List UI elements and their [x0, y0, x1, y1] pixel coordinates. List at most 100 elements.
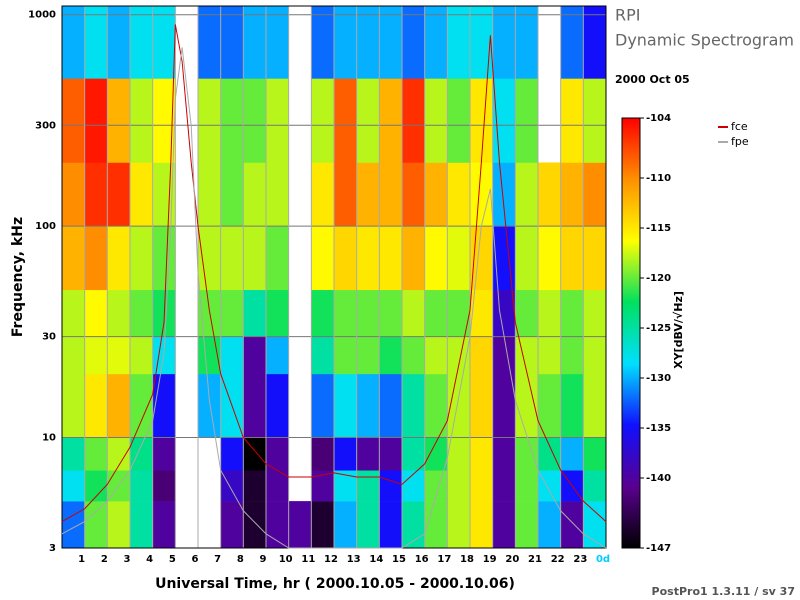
- x-tick-label: 22: [551, 554, 565, 565]
- heatmap-cell: [402, 226, 425, 291]
- heatmap-cell: [424, 162, 448, 227]
- x-tick-label: 0d: [596, 554, 610, 565]
- x-tick-label: 8: [237, 554, 244, 565]
- heatmap-cell: [62, 437, 85, 471]
- heatmap-cell: [220, 470, 244, 502]
- colorbar-tick-label: -120: [646, 273, 671, 284]
- heatmap-cell: [424, 78, 448, 163]
- heatmap-cell: [152, 6, 176, 79]
- heatmap-cell: [356, 162, 380, 227]
- heatmap-cell: [243, 373, 267, 438]
- heatmap-cell: [470, 78, 493, 163]
- heatmap-cell: [447, 501, 471, 549]
- x-tick-label: 23: [573, 554, 587, 565]
- heatmap-cell: [84, 437, 108, 471]
- heatmap-cell: [356, 6, 380, 79]
- heatmap-cell: [84, 470, 108, 502]
- y-axis-label: Frequency, kHz: [10, 217, 26, 337]
- x-tick-label: 5: [169, 554, 176, 565]
- heatmap-cell: [311, 501, 335, 549]
- heatmap-cell: [152, 437, 176, 471]
- colorbar-tick-label: -110: [646, 173, 671, 184]
- heatmap-cell: [379, 373, 403, 438]
- series-line: [61, 24, 607, 523]
- heatmap-cell: [356, 226, 380, 291]
- heatmap-cell: [583, 373, 607, 438]
- heatmap-cell: [583, 336, 607, 375]
- heatmap-cell: [311, 162, 335, 227]
- heatmap-cell: [492, 336, 516, 375]
- heatmap-cell: [62, 78, 85, 163]
- chart-title: RPI: [615, 6, 640, 25]
- heatmap-cell: [379, 162, 403, 227]
- heatmap-cell: [538, 289, 561, 337]
- heatmap-cell: [379, 289, 403, 337]
- heatmap-cell: [424, 226, 448, 291]
- heatmap-cell: [62, 470, 85, 502]
- heatmap-cell: [152, 78, 176, 163]
- heatmap-cell: [334, 162, 357, 227]
- heatmap-cell: [379, 437, 403, 471]
- heatmap-cell: [130, 470, 153, 502]
- heatmap-cell: [402, 437, 425, 471]
- heatmap-cell: [62, 373, 85, 438]
- heatmap-cell: [84, 373, 108, 438]
- heatmap-cell: [583, 78, 607, 163]
- heatmap-cell: [402, 501, 425, 549]
- heatmap-cell: [538, 437, 561, 471]
- heatmap-cell: [334, 437, 357, 471]
- x-tick-label: 6: [192, 554, 199, 565]
- heatmap-cell: [560, 162, 584, 227]
- heatmap-cell: [243, 6, 267, 79]
- x-tick-label: 16: [415, 554, 429, 565]
- date-label: 2000 Oct 05: [615, 73, 690, 86]
- heatmap-cell: [356, 437, 380, 471]
- heatmap-cell: [243, 437, 267, 471]
- heatmap-cell: [198, 226, 221, 291]
- heatmap-cell: [243, 289, 267, 337]
- heatmap-cell: [356, 289, 380, 337]
- heatmap-cell: [84, 162, 108, 227]
- colorbar-label: XY[dBV/√Hz]: [672, 291, 685, 369]
- heatmap-cell: [130, 6, 153, 79]
- heatmap-cell: [311, 226, 335, 291]
- heatmap-cell: [447, 78, 471, 163]
- heatmap-cell: [243, 336, 267, 375]
- heatmap-cell: [288, 501, 312, 549]
- heatmap-cell: [220, 336, 244, 375]
- heatmap-cell: [62, 289, 85, 337]
- heatmap-cell: [470, 336, 493, 375]
- heatmap-cell: [334, 373, 357, 438]
- heatmap-cell: [334, 470, 357, 502]
- heatmap-cell: [402, 289, 425, 337]
- colorbar-tick-label: -135: [646, 423, 671, 434]
- heatmap-cell: [538, 501, 561, 549]
- heatmap-cell: [424, 470, 448, 502]
- heatmap-cell: [311, 336, 335, 375]
- heatmap-cell: [220, 162, 244, 227]
- heatmap-cell: [583, 437, 607, 471]
- heatmap-cell: [447, 162, 471, 227]
- colorbar-tick-label: -115: [646, 223, 671, 234]
- heatmap-cell: [107, 437, 131, 471]
- heatmap-cell: [492, 289, 516, 337]
- heatmap-cell: [84, 501, 108, 549]
- heatmap-cell: [243, 501, 267, 549]
- heatmap-cell: [492, 470, 516, 502]
- heatmap-cell: [84, 336, 108, 375]
- heatmap-cell: [583, 501, 607, 549]
- heatmap-cell: [515, 373, 539, 438]
- heatmap-cell: [447, 437, 471, 471]
- heatmap-cell: [130, 162, 153, 227]
- heatmap-cell: [334, 289, 357, 337]
- heatmap-cell: [424, 289, 448, 337]
- heatmap-cell: [311, 437, 335, 471]
- heatmap-cell: [515, 437, 539, 471]
- heatmap-cell: [470, 162, 493, 227]
- colorbar-tick-label: -125: [646, 323, 671, 334]
- heatmap-cell: [560, 6, 584, 79]
- x-tick-label: 7: [214, 554, 221, 565]
- x-tick-label: 15: [392, 554, 406, 565]
- heatmap-cell: [402, 373, 425, 438]
